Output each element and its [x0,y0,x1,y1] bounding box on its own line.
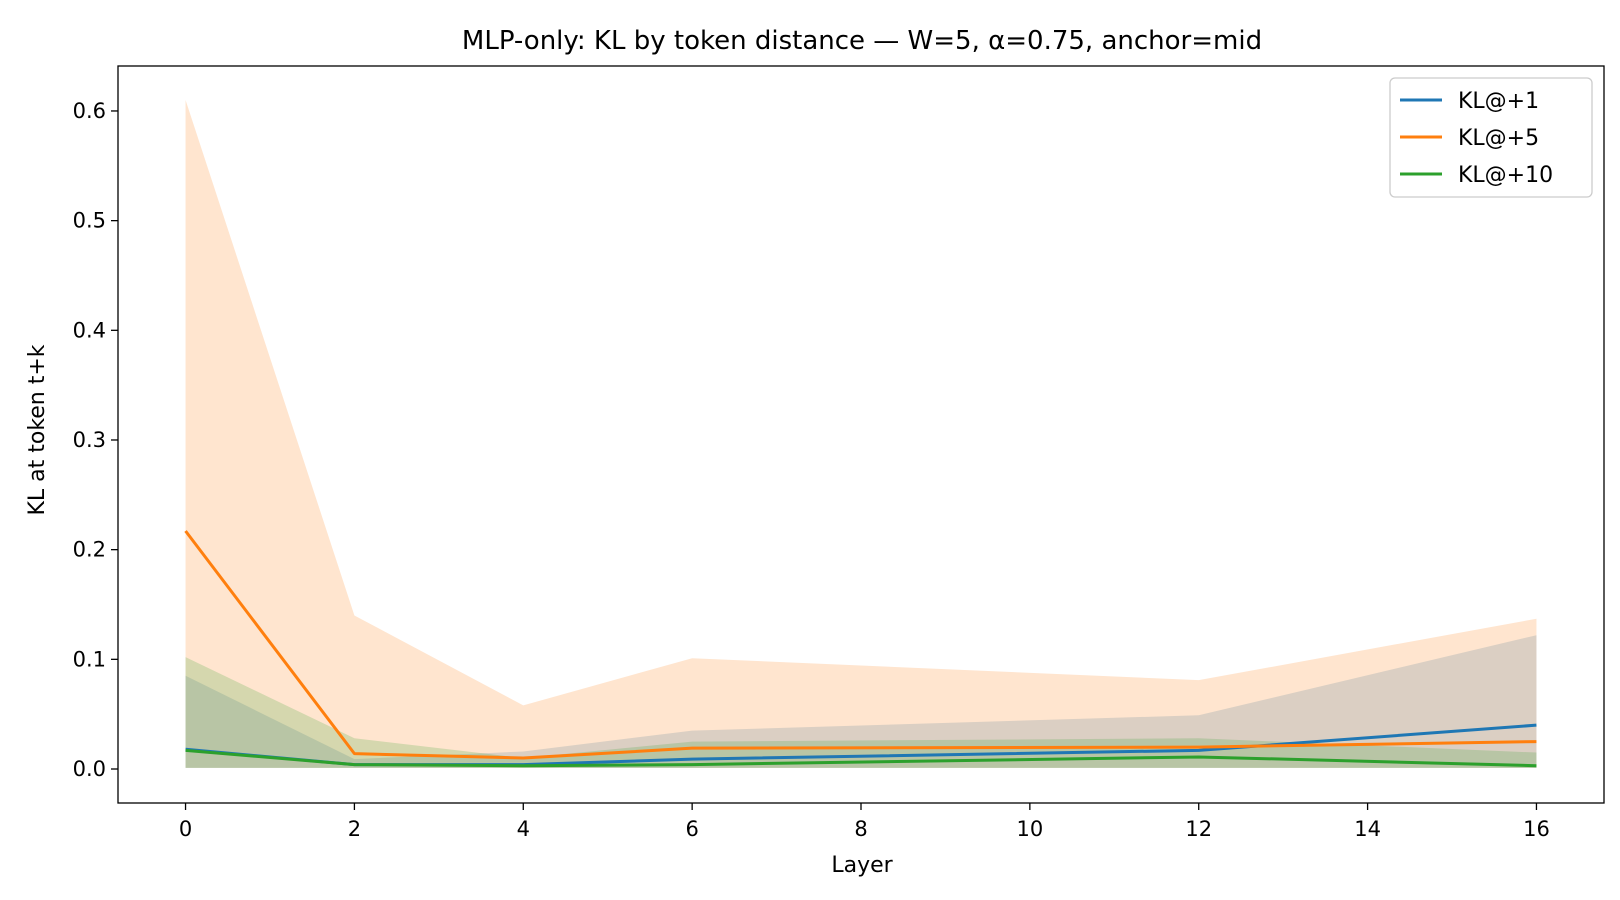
x-tick-label: 16 [1523,817,1550,841]
x-tick-label: 6 [685,817,698,841]
y-tick-label: 0.1 [73,647,106,671]
legend-label-1: KL@+1 [1458,89,1539,114]
x-axis-label: Layer [831,853,893,878]
y-tick-label: 0.6 [73,99,106,123]
y-tick-label: 0.3 [73,428,106,452]
axes: 0 2 4 6 8 10 12 14 16 0.0 0.1 0.2 0.3 0.4 0.5 0.6 [73,65,1605,841]
legend: KL@+1 KL@+5 KL@+10 [1389,77,1593,198]
y-axis-label: KL at token t+k [25,344,50,515]
legend-box [1389,77,1593,198]
confidence-bands [185,100,1537,768]
y-tick-label: 0.5 [73,209,106,233]
y-tick-label: 0.0 [73,757,106,781]
x-tick-label: 8 [854,817,867,841]
x-tick-label: 12 [1185,817,1212,841]
series-lines [184,530,1537,768]
y-tick-label: 0.4 [73,318,106,342]
x-tick-label: 0 [179,817,192,841]
band-series-3 [185,657,1537,768]
band-series-1 [185,635,1537,768]
chart-title: MLP-only: KL by token distance — W=5, α=… [462,26,1262,56]
legend-label-2: KL@+5 [1458,126,1539,151]
x-tick-label: 4 [517,817,530,841]
y-tick-label: 0.2 [73,538,106,562]
x-tick-label: 14 [1354,817,1381,841]
line-series-3 [185,748,1537,768]
line-series-2 [184,530,1537,760]
x-tick-label: 10 [1016,817,1043,841]
legend-label-3: KL@+10 [1458,163,1553,188]
band-series-2 [185,100,1537,768]
x-tick-label: 2 [348,817,361,841]
